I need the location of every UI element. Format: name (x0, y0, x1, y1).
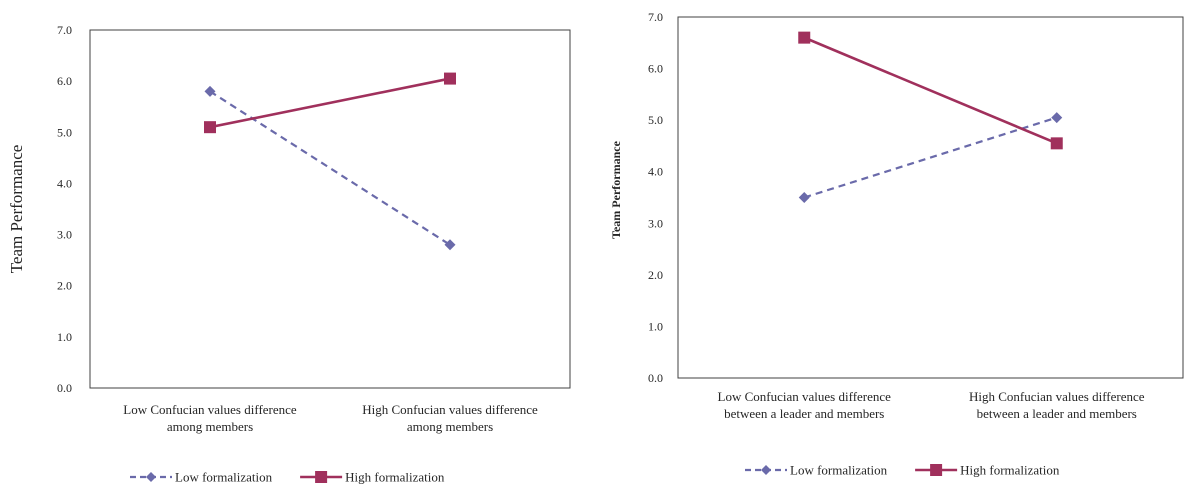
left-series-line-2 (209, 77, 451, 129)
left-legend-marker-square (315, 471, 328, 483)
left-data-point-square (444, 72, 456, 85)
left-legend-label: Low formalization (175, 470, 273, 485)
left-y-tick-label: 3.0 (57, 228, 72, 242)
left-data-point-diamond (444, 239, 456, 251)
right-y-tick-label: 5.0 (648, 113, 663, 127)
right-y-tick-label: 0.0 (648, 371, 663, 385)
right-legend-label: Low formalization (790, 463, 888, 478)
right-y-tick-label: 1.0 (648, 319, 663, 333)
left-y-tick-label: 7.0 (57, 23, 72, 37)
right-plot-frame (677, 16, 1184, 379)
left-plot-frame (89, 29, 571, 389)
right-series (798, 31, 1063, 203)
right-series-line-1 (803, 116, 1058, 199)
left-y-axis-label: Team Performance (7, 145, 26, 274)
right-data-point-square (798, 31, 811, 44)
left-legend-marker-diamond (146, 472, 156, 482)
left-y-tick-label: 0.0 (57, 381, 72, 395)
right-y-tick-label: 6.0 (648, 62, 663, 76)
left-y-tick-label: 1.0 (57, 330, 72, 344)
left-series-line-1 (209, 90, 451, 246)
right-data-point-diamond (1051, 112, 1063, 124)
left-x-categories: Low Confucian values difference among mem… (123, 402, 538, 434)
right-x-categories: Low Confucian values difference between a… (718, 389, 1145, 421)
left-legend-label: High formalization (345, 470, 445, 485)
right-series-line-2 (803, 36, 1058, 145)
right-legend-marker-diamond (761, 465, 771, 475)
left-y-tick-label: 2.0 (57, 279, 72, 293)
left-x-category-label: High Confucian values difference among me… (362, 402, 538, 434)
right-legend-marker-square (930, 464, 943, 476)
right-x-category-label: High Confucian values difference between … (969, 389, 1145, 421)
left-y-ticks: 0.0 1.0 2.0 3.0 4.0 5.0 6.0 7.0 (57, 23, 72, 395)
right-chart: Team Performance 0.0 1.0 2.0 3.0 4.0 5.0 6.0 7.… (609, 10, 1184, 478)
left-data-point-diamond (204, 85, 216, 97)
right-legend: Low formalization High formalization (745, 463, 1060, 478)
right-y-axis-label: Team Performance (609, 140, 623, 239)
right-y-tick-label: 7.0 (648, 10, 663, 24)
left-y-tick-label: 5.0 (57, 125, 72, 139)
left-y-tick-label: 4.0 (57, 176, 72, 190)
right-y-tick-label: 3.0 (648, 216, 663, 230)
left-series (204, 72, 456, 251)
right-x-category-label: Low Confucian values difference between a… (718, 389, 892, 421)
left-x-category-label: Low Confucian values difference among mem… (123, 402, 297, 434)
left-data-point-square (204, 121, 216, 134)
left-chart: Team Performance 0.0 1.0 2.0 3.0 4.0 5.0 6.0 7.… (7, 23, 571, 485)
right-y-tick-label: 4.0 (648, 165, 663, 179)
right-data-point-square (1050, 137, 1063, 150)
right-legend-label: High formalization (960, 463, 1060, 478)
right-y-tick-label: 2.0 (648, 268, 663, 282)
left-y-tick-label: 6.0 (57, 74, 72, 88)
right-data-point-diamond (798, 192, 810, 203)
right-y-ticks: 0.0 1.0 2.0 3.0 4.0 5.0 6.0 7.0 (648, 10, 663, 385)
left-legend: Low formalization High formalization (130, 470, 445, 485)
